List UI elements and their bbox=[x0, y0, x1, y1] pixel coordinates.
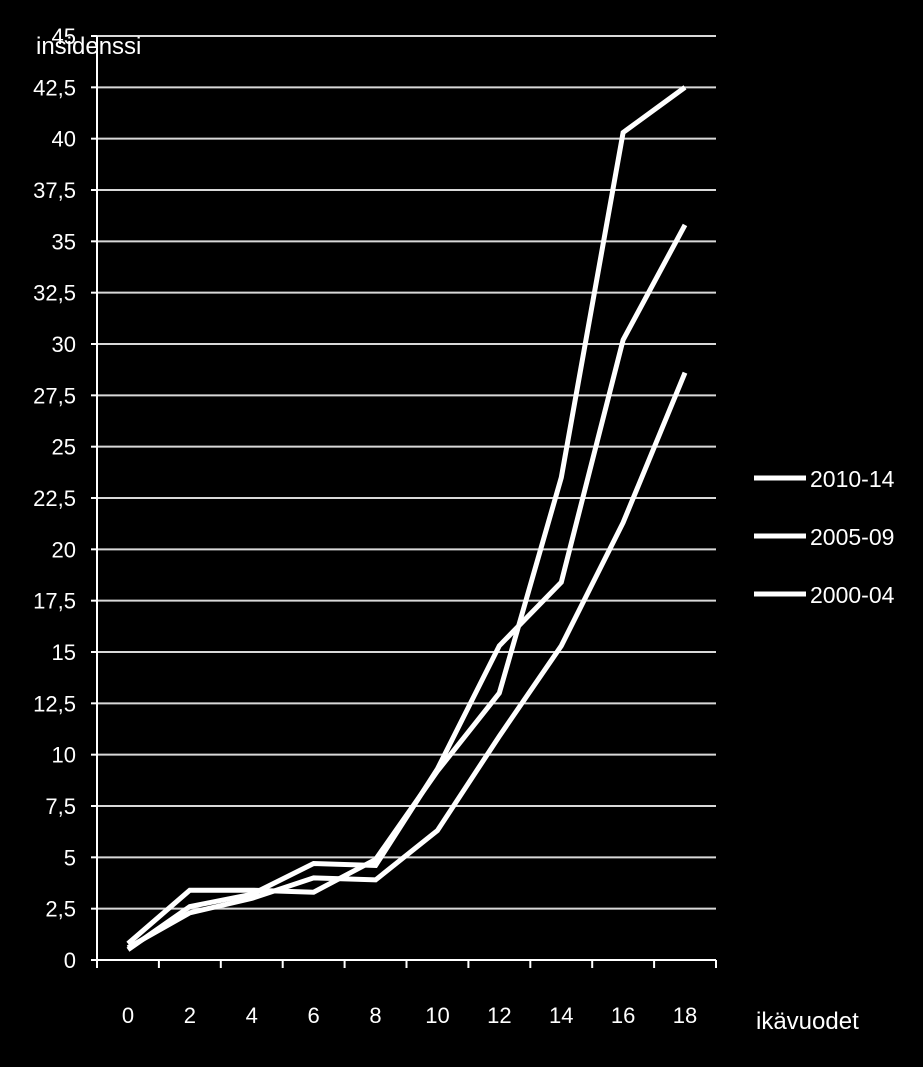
y-tick-label: 10 bbox=[52, 743, 76, 768]
x-tick-label: 4 bbox=[246, 1003, 258, 1028]
y-tick-label: 42,5 bbox=[33, 75, 76, 100]
series-line-2000-04 bbox=[126, 371, 688, 950]
series-lines bbox=[126, 85, 688, 952]
x-tick-label: 6 bbox=[308, 1003, 320, 1028]
y-tick-label: 32,5 bbox=[33, 281, 76, 306]
x-tick-label: 18 bbox=[673, 1003, 697, 1028]
y-tick-label: 0 bbox=[64, 948, 76, 973]
y-tick-label: 22,5 bbox=[33, 486, 76, 511]
y-tick-label: 37,5 bbox=[33, 178, 76, 203]
y-tick-label: 35 bbox=[52, 229, 76, 254]
legend: 2010-14 2005-09 2000-04 bbox=[754, 466, 895, 608]
y-tick-label: 2,5 bbox=[45, 897, 76, 922]
x-tick-label: 0 bbox=[122, 1003, 134, 1028]
axes bbox=[91, 35, 717, 968]
legend-label: 2010-14 bbox=[810, 466, 895, 492]
y-tick-label: 12,5 bbox=[33, 691, 76, 716]
legend-label: 2000-04 bbox=[810, 582, 895, 608]
series-line-2005-09 bbox=[126, 223, 688, 952]
y-tick-label: 15 bbox=[52, 640, 76, 665]
y-tick-label: 20 bbox=[52, 537, 76, 562]
x-tick-label: 10 bbox=[425, 1003, 449, 1028]
x-tick-label: 16 bbox=[611, 1003, 635, 1028]
gridlines bbox=[97, 35, 716, 910]
legend-label: 2005-09 bbox=[810, 524, 894, 550]
y-axis-label: insidenssi bbox=[36, 33, 141, 60]
y-tick-label: 45 bbox=[52, 24, 76, 49]
y-tick-label: 17,5 bbox=[33, 589, 76, 614]
x-tick-label: 12 bbox=[487, 1003, 511, 1028]
x-tick-label: 14 bbox=[549, 1003, 573, 1028]
tick-labels: 02,557,51012,51517,52022,52527,53032,535… bbox=[33, 24, 697, 1028]
y-tick-label: 27,5 bbox=[33, 383, 76, 408]
x-tick-label: 2 bbox=[184, 1003, 196, 1028]
y-tick-label: 30 bbox=[52, 332, 76, 357]
x-axis-label: ikävuodet bbox=[756, 1008, 859, 1035]
y-tick-label: 25 bbox=[52, 435, 76, 460]
x-tick-label: 8 bbox=[369, 1003, 381, 1028]
y-tick-label: 7,5 bbox=[45, 794, 76, 819]
y-tick-label: 5 bbox=[64, 845, 76, 870]
y-tick-label: 40 bbox=[52, 127, 76, 152]
